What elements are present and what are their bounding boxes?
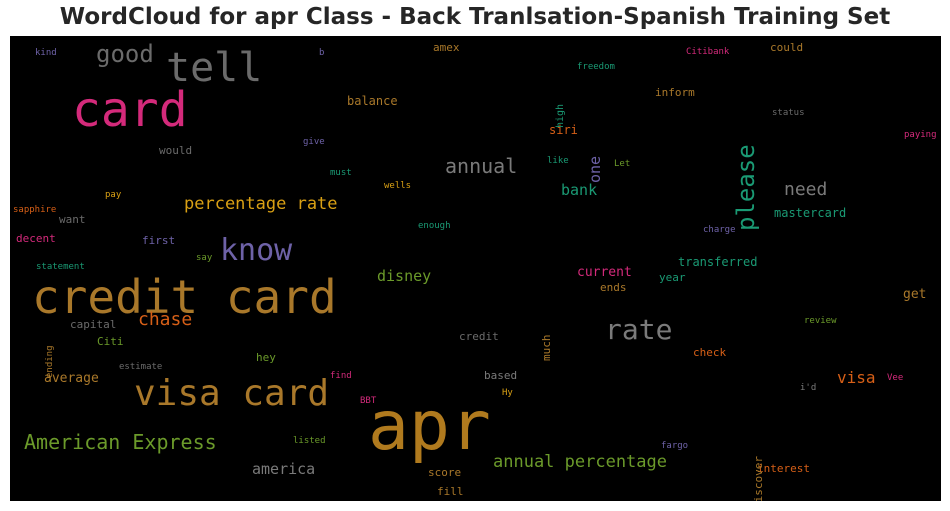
- word-get: get: [903, 288, 926, 301]
- word-credit: credit: [459, 331, 499, 342]
- word-pay: pay: [105, 191, 121, 200]
- word-good: good: [96, 42, 154, 66]
- word-first: first: [142, 235, 175, 246]
- word-balance: balance: [347, 95, 398, 107]
- word-apr: apr: [368, 393, 491, 461]
- word-bank: bank: [561, 183, 597, 198]
- word-transferred: transferred: [678, 256, 757, 268]
- word-inform: inform: [655, 87, 695, 98]
- word-fill: fill: [437, 486, 464, 497]
- word-vee: Vee: [887, 374, 903, 383]
- word-would: would: [159, 145, 192, 156]
- word-ends: ends: [600, 282, 627, 293]
- word-want: want: [59, 214, 86, 225]
- word-score: score: [428, 467, 461, 478]
- word-based: based: [484, 370, 517, 381]
- word-sapphire: sapphire: [13, 206, 56, 215]
- word-charge: charge: [703, 226, 736, 235]
- word-disney: disney: [377, 269, 431, 284]
- word-mastercard: mastercard: [774, 207, 846, 219]
- word-b: b: [319, 49, 324, 58]
- word-tell: tell: [166, 48, 262, 88]
- word-much: much: [541, 335, 552, 362]
- word-please: please: [734, 145, 758, 232]
- word-kind: kind: [35, 49, 57, 58]
- word-hy: Hy: [502, 389, 513, 398]
- word-hey: hey: [256, 352, 276, 363]
- word-enough: enough: [418, 222, 451, 231]
- word-freedom: freedom: [577, 63, 615, 72]
- word-rate: rate: [605, 316, 672, 344]
- word-like: like: [547, 157, 569, 166]
- word-paying: paying: [904, 131, 937, 140]
- chart-title: WordCloud for apr Class - Back Tranlsati…: [0, 4, 950, 30]
- word-one: one: [588, 156, 603, 183]
- word-percentage-rate: percentage rate: [184, 196, 338, 213]
- word-know: know: [220, 236, 292, 266]
- word-high: high: [556, 104, 566, 128]
- word-capital: capital: [70, 319, 116, 330]
- word-american-express: American Express: [24, 432, 217, 452]
- word-say: say: [196, 254, 212, 263]
- word-current: current: [577, 266, 632, 279]
- word-america: america: [252, 462, 315, 477]
- word-could: could: [770, 42, 803, 53]
- word-check: check: [693, 347, 726, 358]
- word-estimate: estimate: [119, 363, 162, 372]
- word-year: year: [659, 272, 686, 283]
- word-citi: Citi: [97, 336, 124, 347]
- word-give: give: [303, 138, 325, 147]
- word-chase: chase: [138, 311, 192, 329]
- word-wells: wells: [384, 182, 411, 191]
- word-listed: listed: [293, 437, 326, 446]
- word-status: status: [772, 109, 805, 118]
- word-visa: visa: [837, 370, 876, 386]
- word-amex: amex: [433, 42, 460, 53]
- word-find: find: [330, 372, 352, 381]
- word-annual: annual: [445, 156, 517, 176]
- word-decent: decent: [16, 233, 56, 244]
- word-card: card: [72, 86, 188, 134]
- word-statement: statement: [36, 263, 85, 272]
- word-must: must: [330, 169, 352, 178]
- word-citibank: Citibank: [686, 48, 729, 57]
- word-let: Let: [614, 160, 630, 169]
- word-i-d: i'd: [800, 384, 816, 393]
- word-fargo: fargo: [661, 442, 688, 451]
- word-bbt: BBT: [360, 397, 376, 406]
- word-need: need: [784, 181, 827, 199]
- word-review: review: [804, 317, 837, 326]
- word-annual-percentage: annual percentage: [493, 454, 667, 471]
- word-ending: ending: [46, 346, 55, 379]
- word-visa-card: visa card: [134, 376, 329, 412]
- wordcloud-canvas: apr credit card card visa card tell know rate p…: [10, 36, 941, 501]
- word-discover: Discover: [753, 456, 764, 501]
